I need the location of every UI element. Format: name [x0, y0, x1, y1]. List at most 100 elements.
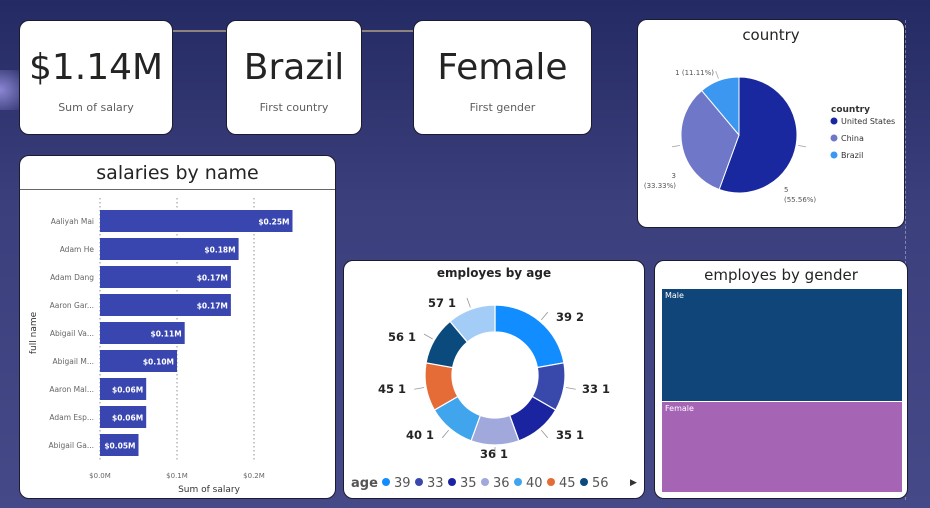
treemap-tile-label: Male	[665, 291, 684, 300]
legend-item-label[interactable]: China	[841, 134, 864, 143]
bar[interactable]	[100, 406, 147, 428]
legend-item-label[interactable]: 45	[559, 476, 576, 491]
age-chart-title: employes by age	[436, 266, 552, 280]
bar[interactable]	[100, 378, 147, 400]
category-label: Adam He	[60, 245, 95, 254]
donut-data-label: 35 1	[556, 428, 584, 442]
pie-data-label: (55.56%)	[784, 196, 816, 204]
donut-leader-line	[540, 429, 549, 439]
donut-leader-line	[414, 387, 425, 390]
bar-data-label: $0.17M	[197, 302, 228, 311]
bar[interactable]	[100, 210, 293, 232]
x-tick-label: $0.2M	[243, 472, 265, 480]
kpi-label: First country	[259, 101, 329, 114]
donut-data-label: 39 2	[556, 310, 584, 324]
donut-data-label: 33 1	[582, 382, 610, 396]
bar[interactable]	[100, 350, 177, 372]
legend-marker	[830, 134, 838, 142]
pie-leader-line	[671, 145, 680, 148]
legend-item-label[interactable]: 36	[493, 476, 510, 491]
category-label: Adam Dang	[50, 273, 94, 282]
pie-data-label: (33.33%)	[644, 182, 676, 190]
kpi-label: First gender	[469, 101, 536, 114]
treemap-tile-female[interactable]: Female	[662, 402, 902, 492]
country-pie-chart[interactable]: 5 (55.56%) 3 (33.33%) 1 (11.11%) country Uni…	[638, 20, 905, 228]
bar[interactable]	[100, 238, 239, 260]
legend-item-label[interactable]: Brazil	[841, 151, 863, 160]
salary-chart-title: salaries by name	[96, 162, 259, 184]
bar[interactable]	[100, 266, 231, 288]
donut-leader-line	[565, 387, 576, 390]
donut-slice-age-39[interactable]	[494, 304, 565, 369]
kpi-label: Sum of salary	[58, 101, 134, 114]
kpi-value: Female	[437, 47, 568, 88]
gender-treemap[interactable]: Male Female	[662, 289, 902, 493]
legend-marker	[382, 478, 390, 486]
salaries-by-name-card[interactable]: salaries by name $0.0M $0.1M $0.2M $0.25M A…	[19, 155, 336, 499]
bar[interactable]	[100, 294, 231, 316]
legend-item-label[interactable]: 35	[460, 476, 477, 491]
kpi-card-first-gender[interactable]: Female First gender	[413, 20, 592, 135]
legend-marker	[415, 478, 423, 486]
pie-leader-line	[798, 145, 807, 148]
category-label: Adam Esp...	[49, 413, 94, 422]
legend-marker	[830, 117, 838, 125]
legend-item-label[interactable]: 39	[394, 476, 411, 491]
bar[interactable]	[100, 434, 139, 456]
bar-data-label: $0.05M	[104, 442, 135, 451]
donut-slice-age-57[interactable]	[449, 304, 496, 343]
legend-item-label[interactable]: United States	[841, 117, 895, 126]
donut-data-label: 45 1	[378, 382, 406, 396]
category-label: Abigail Va...	[50, 329, 94, 338]
country-pie-card[interactable]: country 5 (55.56%) 3 (33.33%) 1 (11.11%) cou…	[637, 19, 905, 228]
kpi-card-sum-salary[interactable]: $1.14M Sum of salary	[19, 20, 173, 135]
category-label: Aaron Mal...	[49, 385, 94, 394]
bar-data-label: $0.17M	[197, 274, 228, 283]
category-label: Abigail Ga...	[49, 441, 94, 450]
legend-item-label[interactable]: 33	[427, 476, 444, 491]
age-legend-title: age	[351, 476, 378, 491]
kpi-value: $1.14M	[28, 47, 164, 88]
bar-data-label: $0.25M	[258, 218, 289, 227]
country-chart-title: country	[742, 26, 800, 44]
donut-data-label: 40 1	[406, 428, 434, 442]
gender-chart-title: employes by gender	[704, 266, 858, 284]
legend-item-label[interactable]: 56	[592, 476, 609, 491]
legend-marker	[514, 478, 522, 486]
category-label: Aaliyah Mai	[51, 217, 94, 226]
donut-leader-line	[466, 297, 471, 308]
employes-by-gender-card[interactable]: employes by gender Male Female	[654, 260, 908, 499]
legend-marker	[448, 478, 456, 486]
pie-slice-brazil[interactable]	[701, 76, 740, 137]
pie-slice-china[interactable]	[680, 89, 740, 191]
bar-data-label: $0.06M	[112, 386, 143, 395]
kpi-card-first-country[interactable]: Brazil First country	[226, 20, 362, 135]
bar[interactable]	[100, 322, 185, 344]
pie-slice-united-states[interactable]	[718, 76, 798, 194]
x-tick-label: $0.1M	[166, 472, 188, 480]
category-label: Abigail M...	[52, 357, 94, 366]
salary-y-axis-title: full name	[29, 311, 39, 354]
salary-x-axis-title: Sum of salary	[178, 485, 241, 495]
donut-leader-line	[441, 429, 450, 439]
donut-data-label: 56 1	[388, 330, 416, 344]
donut-data-label: 57 1	[428, 296, 456, 310]
x-tick-label: $0.0M	[89, 472, 111, 480]
employes-by-age-card[interactable]: employes by age 39 2 33 1 35 1 36 1 40 1 45 1…	[343, 260, 645, 499]
legend-marker	[830, 151, 838, 159]
legend-marker	[547, 478, 555, 486]
treemap-tile-label: Female	[665, 404, 694, 414]
age-donut-chart[interactable]: 39 2 33 1 35 1 36 1 40 1 45 1 56 1 57 1 age 39 3…	[344, 261, 645, 499]
legend-next-arrow-icon[interactable]: ▶	[630, 478, 637, 488]
legend-marker	[481, 478, 489, 486]
legend-item-label[interactable]: 40	[526, 476, 543, 491]
category-label: Aaron Gar...	[50, 301, 94, 310]
treemap-tile-male[interactable]: Male	[662, 289, 902, 402]
pie-leader-line	[715, 70, 719, 79]
kpi-value: Brazil	[243, 47, 345, 88]
bar-data-label: $0.18M	[204, 246, 235, 255]
salaries-bar-chart[interactable]: $0.0M $0.1M $0.2M $0.25M Aaliyah Mai $0.18M A…	[20, 156, 336, 499]
pie-data-label: 1 (11.11%)	[675, 69, 714, 77]
donut-leader-line	[423, 333, 433, 340]
pie-data-label: 5	[784, 186, 788, 194]
